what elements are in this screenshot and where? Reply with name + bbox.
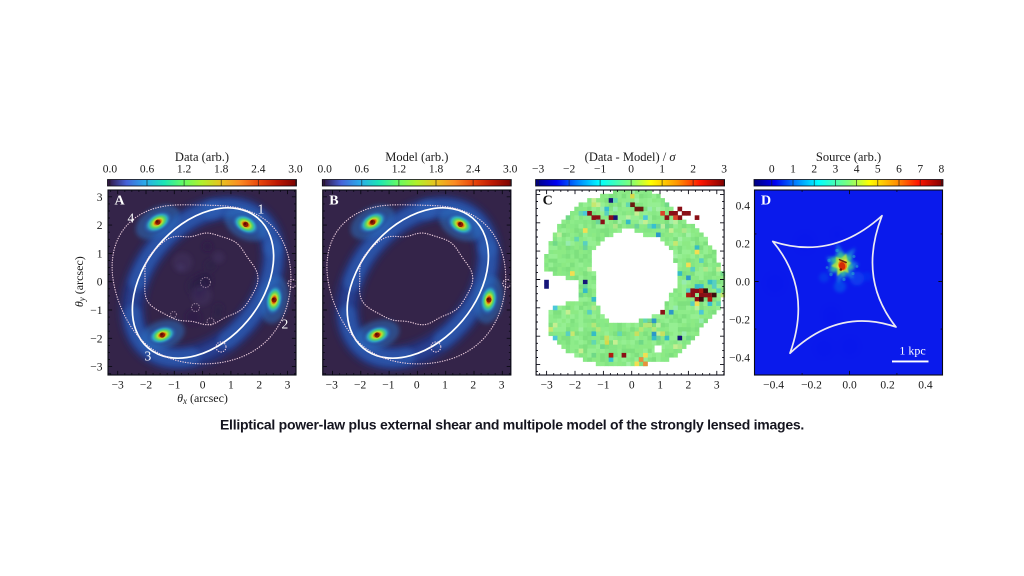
svg-text:A: A [115,194,126,209]
svg-text:−0.4: −0.4 [729,353,750,365]
svg-text:0: 0 [769,164,775,176]
svg-text:−2: −2 [90,333,102,345]
svg-text:1: 1 [442,380,448,392]
svg-text:3: 3 [285,380,291,392]
svg-text:1.8: 1.8 [214,164,229,176]
svg-text:−1: −1 [597,380,609,392]
svg-text:−0.2: −0.2 [729,315,750,327]
svg-text:−1: −1 [90,305,102,317]
svg-text:4: 4 [854,164,860,176]
svg-text:−0.4: −0.4 [763,380,784,392]
svg-text:−0.2: −0.2 [801,380,822,392]
svg-text:0.0: 0.0 [842,380,857,392]
svg-text:0.4: 0.4 [736,200,751,212]
svg-text:2: 2 [690,164,696,176]
svg-text:−2: −2 [569,380,581,392]
svg-text:−3: −3 [326,380,338,392]
svg-text:−2: −2 [563,164,575,176]
svg-text:0: 0 [629,380,635,392]
svg-text:3: 3 [714,380,720,392]
svg-text:2: 2 [256,380,262,392]
svg-text:3.0: 3.0 [288,164,303,176]
svg-text:2: 2 [811,164,817,176]
svg-text:2: 2 [282,317,289,332]
svg-text:−1: −1 [168,380,180,392]
svg-text:2: 2 [686,380,692,392]
svg-text:0.0: 0.0 [103,164,118,176]
svg-text:1: 1 [97,248,103,260]
svg-text:θy (arcsec): θy (arcsec) [72,256,87,307]
svg-text:−2: −2 [354,380,366,392]
svg-text:2: 2 [97,220,103,232]
svg-text:1.2: 1.2 [177,164,192,176]
svg-text:0: 0 [97,277,103,289]
svg-text:θx (arcsec): θx (arcsec) [177,391,228,406]
svg-text:1.2: 1.2 [392,164,407,176]
svg-text:2.4: 2.4 [466,164,481,176]
svg-text:7: 7 [917,164,923,176]
svg-text:3: 3 [833,164,839,176]
svg-text:−3: −3 [112,380,124,392]
svg-text:3: 3 [97,192,103,204]
svg-text:1 kpc: 1 kpc [899,344,925,358]
svg-text:0.2: 0.2 [736,238,751,250]
svg-text:0.4: 0.4 [918,380,933,392]
svg-text:−3: −3 [532,164,544,176]
svg-text:6: 6 [896,164,902,176]
svg-text:3: 3 [145,349,152,364]
svg-text:C: C [543,194,553,209]
svg-text:1: 1 [657,380,663,392]
svg-text:1: 1 [790,164,796,176]
svg-text:0.2: 0.2 [880,380,895,392]
svg-text:−3: −3 [90,362,102,374]
svg-text:1: 1 [258,202,265,217]
svg-text:Source (arb.): Source (arb.) [816,150,881,164]
svg-text:B: B [329,194,338,209]
svg-text:2: 2 [470,380,476,392]
svg-text:0.0: 0.0 [318,164,333,176]
svg-text:−2: −2 [140,380,152,392]
svg-text:0.0: 0.0 [736,277,751,289]
svg-text:3: 3 [721,164,727,176]
svg-text:−3: −3 [541,380,553,392]
svg-text:−1: −1 [382,380,394,392]
svg-text:2.4: 2.4 [251,164,266,176]
svg-text:Elliptical power-law plus exte: Elliptical power-law plus external shear… [220,417,804,433]
svg-text:−1: −1 [594,164,606,176]
svg-text:3.0: 3.0 [503,164,518,176]
svg-text:1: 1 [228,380,234,392]
svg-text:0: 0 [200,380,206,392]
svg-text:5: 5 [875,164,881,176]
svg-text:1: 1 [659,164,665,176]
svg-text:3: 3 [499,380,505,392]
svg-text:0: 0 [628,164,634,176]
svg-text:(Data - Model) / σ: (Data - Model) / σ [585,150,677,164]
svg-text:0.6: 0.6 [140,164,155,176]
svg-text:1.8: 1.8 [429,164,444,176]
svg-text:Model (arb.): Model (arb.) [385,150,448,164]
svg-text:0: 0 [414,380,420,392]
svg-text:0.6: 0.6 [355,164,370,176]
svg-text:4: 4 [128,211,135,226]
svg-text:D: D [761,194,771,209]
svg-text:8: 8 [939,164,945,176]
svg-text:Data (arb.): Data (arb.) [175,150,229,164]
